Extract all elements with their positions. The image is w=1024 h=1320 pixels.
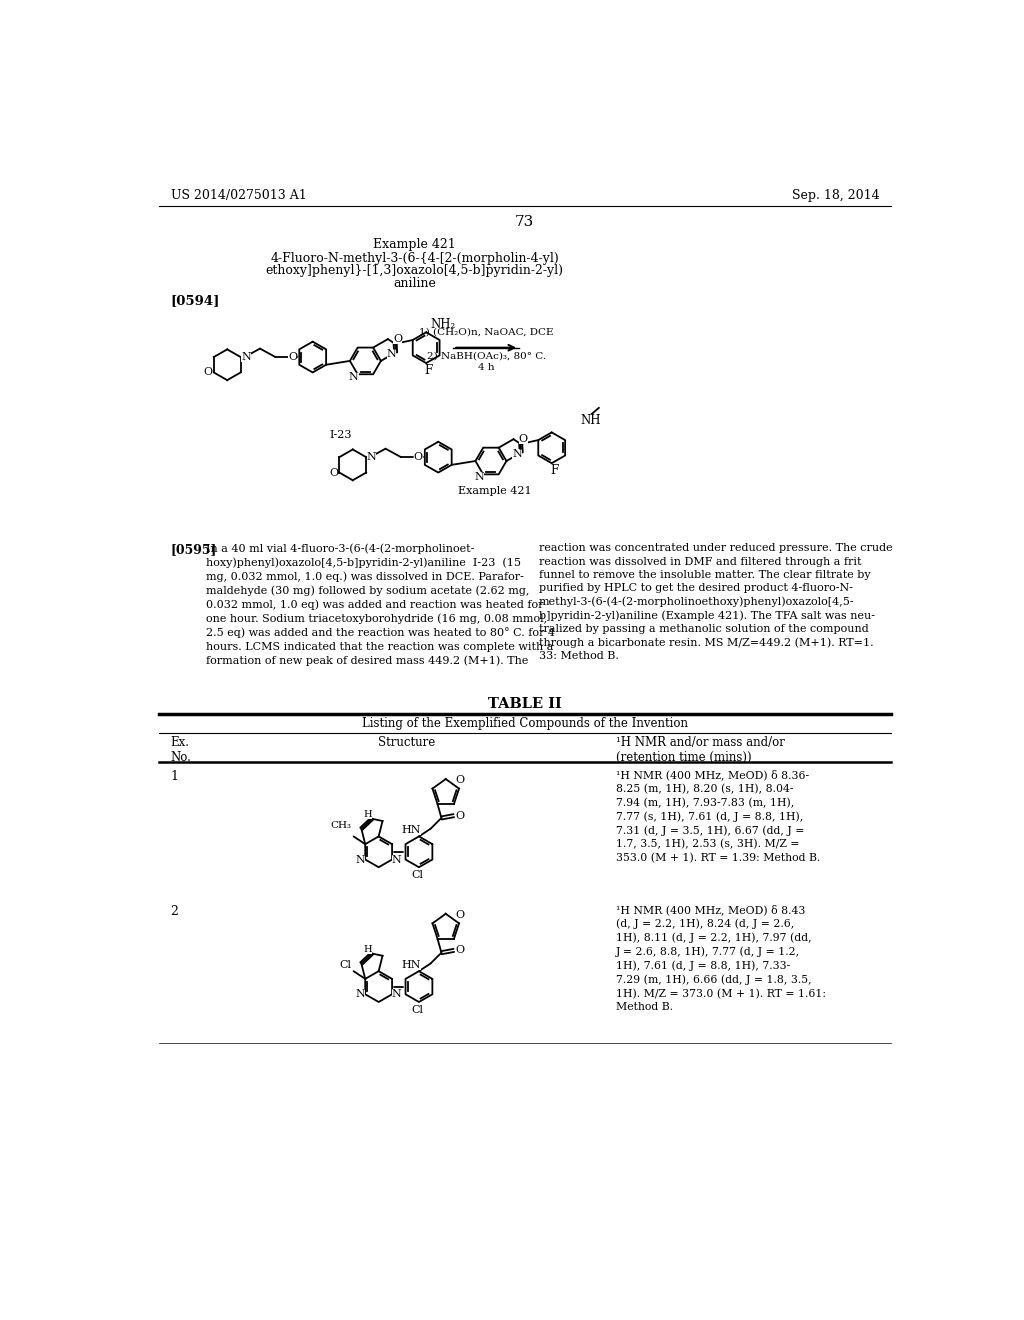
Text: O: O [456,810,465,821]
Text: O: O [456,775,465,785]
Text: F: F [550,465,558,478]
Text: O: O [456,909,465,920]
Text: Ex.
No.: Ex. No. [171,737,191,764]
Text: 1: 1 [171,770,178,783]
Text: 4-Fluoro-N-methyl-3-(6-{4-[2-(morpholin-4-yl): 4-Fluoro-N-methyl-3-(6-{4-[2-(morpholin-… [270,252,559,265]
Text: 2: 2 [171,904,178,917]
Text: N: N [355,854,366,865]
Text: HN: HN [401,825,421,836]
Text: N: N [512,449,522,459]
Text: N: N [242,352,251,362]
Text: Example 421: Example 421 [374,238,456,251]
Text: HN: HN [401,960,421,970]
Text: 2) NaBH(OAc)₃, 80° C.: 2) NaBH(OAc)₃, 80° C. [427,351,546,360]
Text: ¹H NMR (400 MHz, MeOD) δ 8.36-
8.25 (m, 1H), 8.20 (s, 1H), 8.04-
7.94 (m, 1H), 7: ¹H NMR (400 MHz, MeOD) δ 8.36- 8.25 (m, … [616,770,820,863]
Text: O: O [288,352,297,362]
Text: TABLE II: TABLE II [487,697,562,711]
Text: N: N [392,854,401,865]
Text: N: N [355,989,366,999]
Text: 1) (CH₂O)n, NaOAC, DCE: 1) (CH₂O)n, NaOAC, DCE [419,327,553,337]
Text: Cl: Cl [412,870,423,880]
Text: Structure: Structure [379,737,435,748]
Text: Sep. 18, 2014: Sep. 18, 2014 [793,189,880,202]
Text: Listing of the Exemplified Compounds of the Invention: Listing of the Exemplified Compounds of … [361,718,688,730]
Text: O: O [393,334,402,345]
Text: N: N [392,989,401,999]
Text: [0594]: [0594] [171,294,220,308]
Text: reaction was concentrated under reduced pressure. The crude
reaction was dissolv: reaction was concentrated under reduced … [539,544,892,661]
Text: H: H [364,945,373,954]
Text: I-23: I-23 [330,430,352,441]
Text: O: O [330,467,339,478]
Text: CH₃: CH₃ [331,821,351,830]
Text: O: O [414,453,423,462]
Text: F: F [424,364,432,378]
Text: Example 421: Example 421 [458,486,531,496]
Text: In a 40 ml vial 4-fluoro-3-(6-(4-(2-morpholinoet-
hoxy)phenyl)oxazolo[4,5-b]pyri: In a 40 ml vial 4-fluoro-3-(6-(4-(2-morp… [206,544,555,665]
Text: [0595]: [0595] [171,544,217,557]
Text: ethoxy]phenyl}-[1,3]oxazolo[4,5-b]pyridin-2-yl): ethoxy]phenyl}-[1,3]oxazolo[4,5-b]pyridi… [266,264,564,277]
Text: N: N [367,453,377,462]
Text: Cl: Cl [339,960,351,970]
Text: ¹H NMR (400 MHz, MeOD) δ 8.43
(d, J = 2.2, 1H), 8.24 (d, J = 2.6,
1H), 8.11 (d, : ¹H NMR (400 MHz, MeOD) δ 8.43 (d, J = 2.… [616,904,826,1012]
Text: aniline: aniline [393,277,436,289]
Text: 4 h: 4 h [478,363,495,372]
Text: N: N [349,371,358,381]
Text: US 2014/0275013 A1: US 2014/0275013 A1 [171,189,306,202]
Text: O: O [204,367,213,378]
Text: N: N [474,471,484,482]
Text: NH₂: NH₂ [431,318,456,331]
Text: N: N [387,350,396,359]
Text: Cl: Cl [412,1005,423,1015]
Text: O: O [519,434,527,445]
Text: ¹H NMR and/or mass and/or
(retention time (mins)): ¹H NMR and/or mass and/or (retention tim… [616,737,785,764]
Text: NH: NH [581,414,601,428]
Text: 73: 73 [515,215,535,228]
Text: H: H [364,810,373,820]
Text: O: O [456,945,465,956]
